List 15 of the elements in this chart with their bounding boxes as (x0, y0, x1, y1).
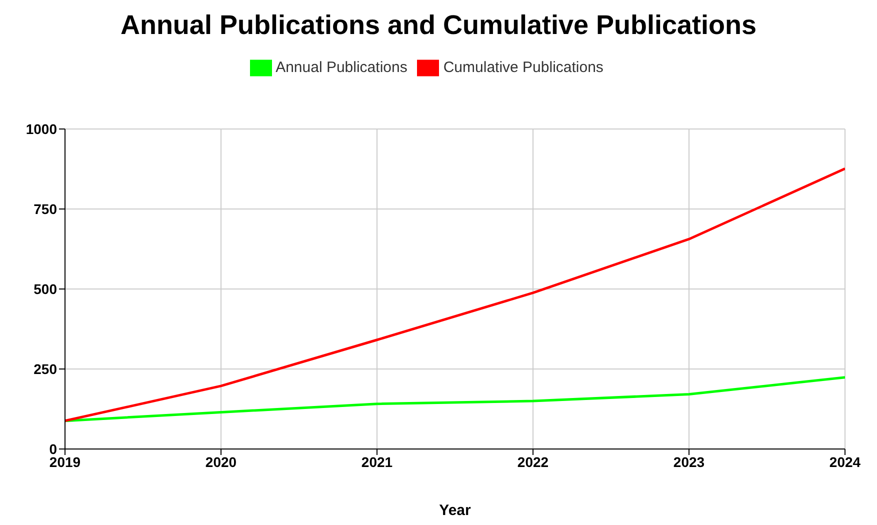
line-series (65, 376, 845, 422)
legend-label: Cumulative Publications (443, 58, 604, 76)
legend-label: Annual Publications (276, 58, 408, 76)
y-tick-label: 500 (34, 280, 58, 297)
chart-title: Annual Publications and Cumulative Publications (119, 9, 758, 42)
y-tick-label: 750 (34, 200, 58, 217)
x-tick-label: 2021 (361, 454, 393, 470)
y-tick-label: 1000 (26, 120, 58, 137)
line-series (65, 167, 845, 422)
x-tick-label: 2024 (829, 454, 861, 470)
x-tick-label: 2020 (205, 454, 237, 470)
x-tick-label: 2022 (517, 454, 549, 470)
y-tick-label: 250 (34, 360, 58, 377)
x-axis-title: Year (439, 502, 472, 519)
x-tick-label: 2023 (673, 454, 705, 470)
